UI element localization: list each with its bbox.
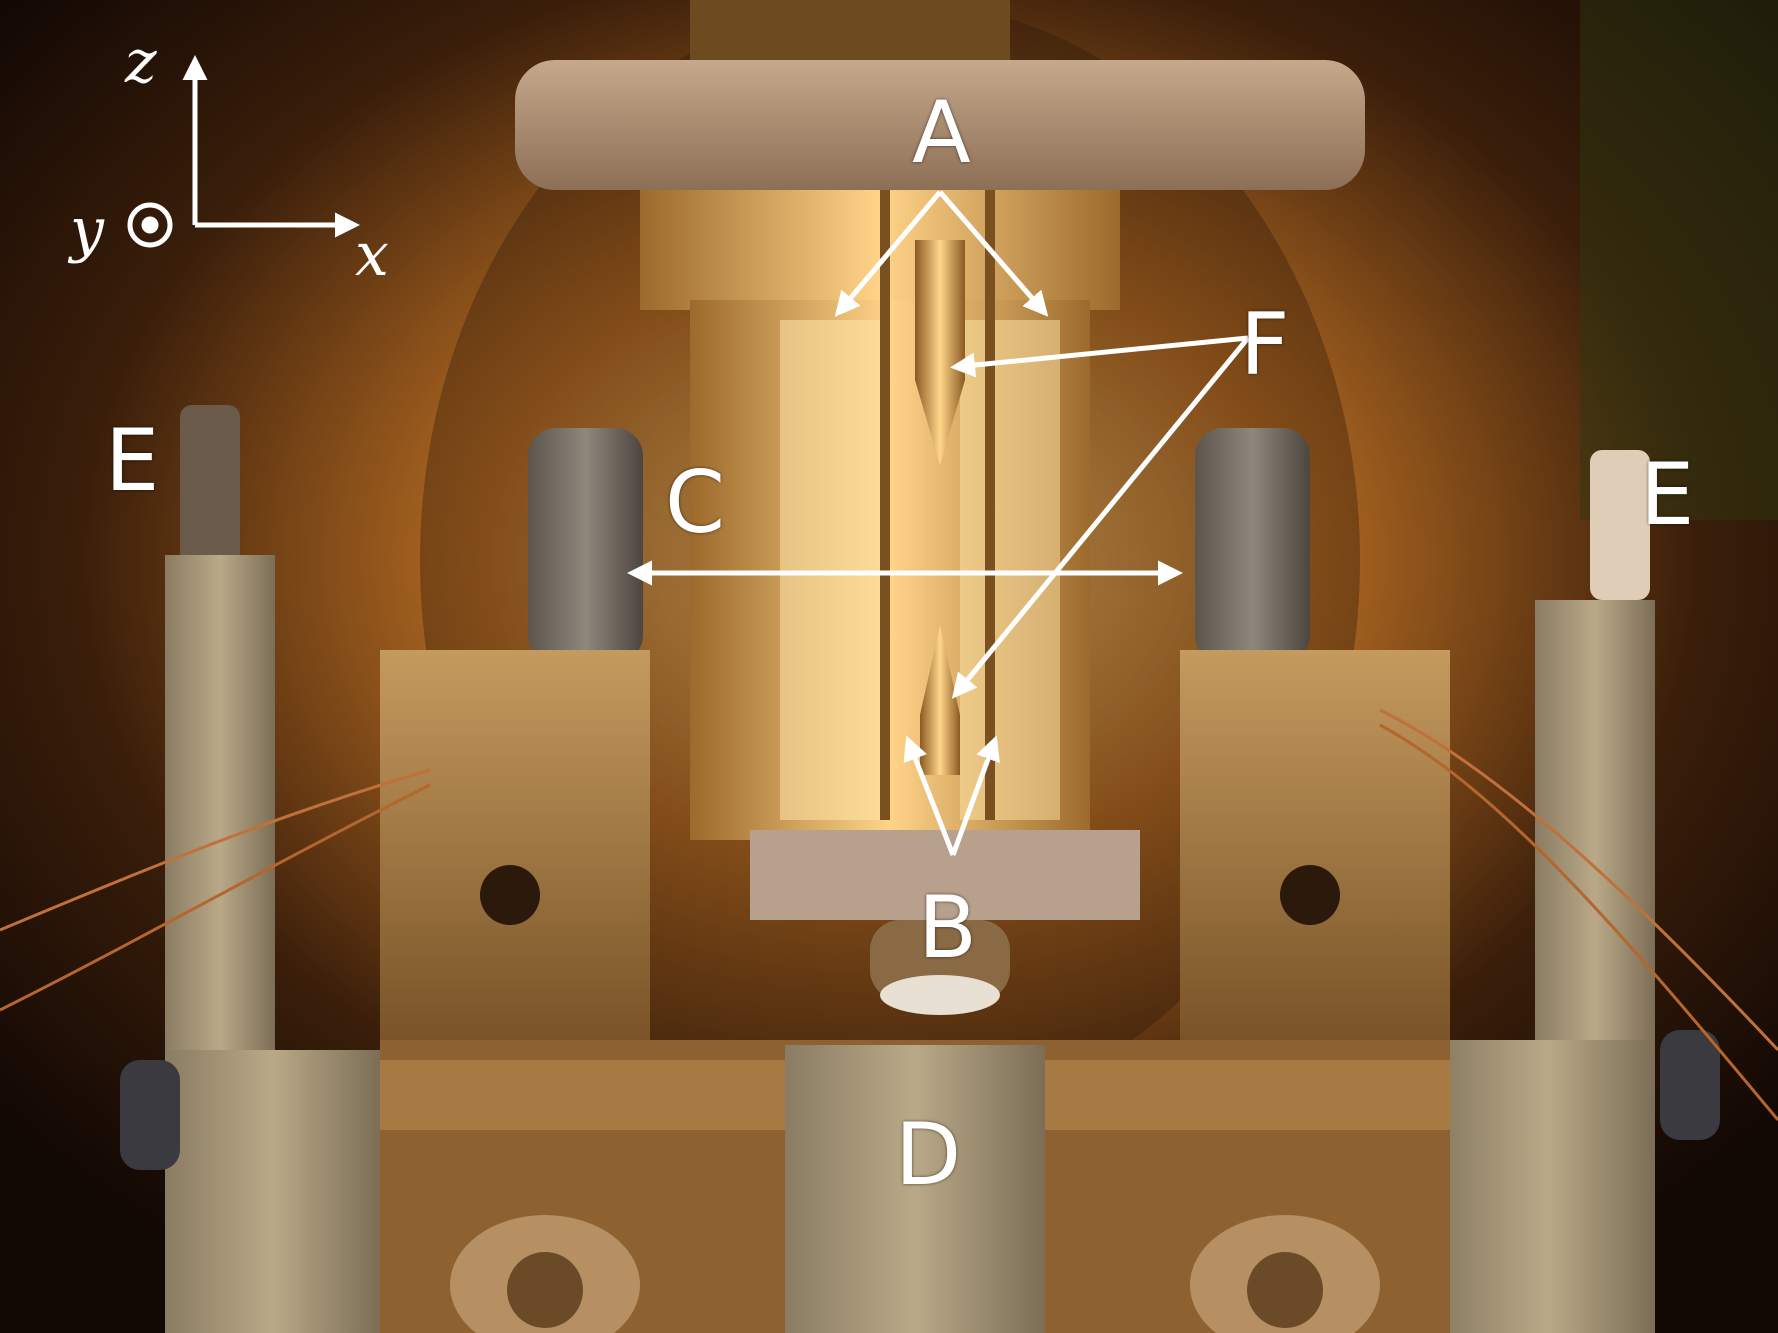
label-d: D: [895, 1105, 962, 1205]
annotation-arrows: [627, 190, 1250, 856]
coordinate-axes: [127, 55, 360, 248]
label-e-right: E: [1640, 445, 1695, 545]
label-c: C: [665, 453, 726, 553]
axis-label-x: x: [355, 220, 389, 290]
label-e-left: E: [105, 411, 160, 511]
label-f: F: [1240, 295, 1290, 395]
label-b: B: [918, 878, 977, 978]
axis-label-z: z: [125, 27, 157, 97]
axis-label-y: y: [70, 195, 104, 265]
label-a: A: [912, 83, 971, 183]
